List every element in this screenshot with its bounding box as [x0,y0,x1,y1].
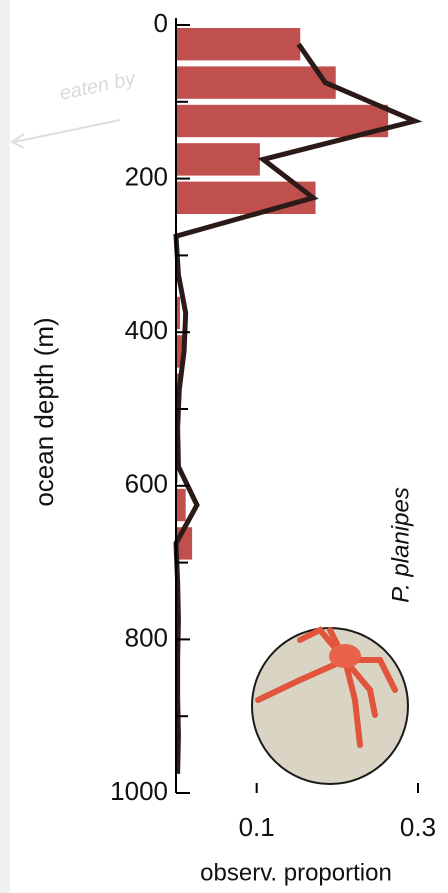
background-strip [0,0,10,893]
x-tick-label: 0.3 [400,812,436,842]
y-tick-label: 800 [125,622,168,652]
bar [176,143,260,175]
crab-photo [252,628,408,784]
x-axis-label: observ. proportion [200,859,392,886]
y-tick-label: 0 [154,8,168,38]
annotation: eaten by [58,67,139,105]
y-tick-label: 400 [125,315,168,345]
bar [176,28,300,60]
y-tick-label: 600 [125,469,168,499]
y-tick-label: 1000 [110,776,168,806]
bar [176,489,186,521]
y-tick-label: 200 [125,161,168,191]
x-tick-label: 0.1 [239,812,275,842]
chart: eaten by P. planipes ocean depth (m) obs… [0,0,448,893]
annotation-arrow [12,120,120,148]
bar [176,66,336,98]
species-label: P. planipes [387,487,414,603]
y-axis-label: ocean depth (m) [29,317,59,506]
bar [176,105,388,137]
